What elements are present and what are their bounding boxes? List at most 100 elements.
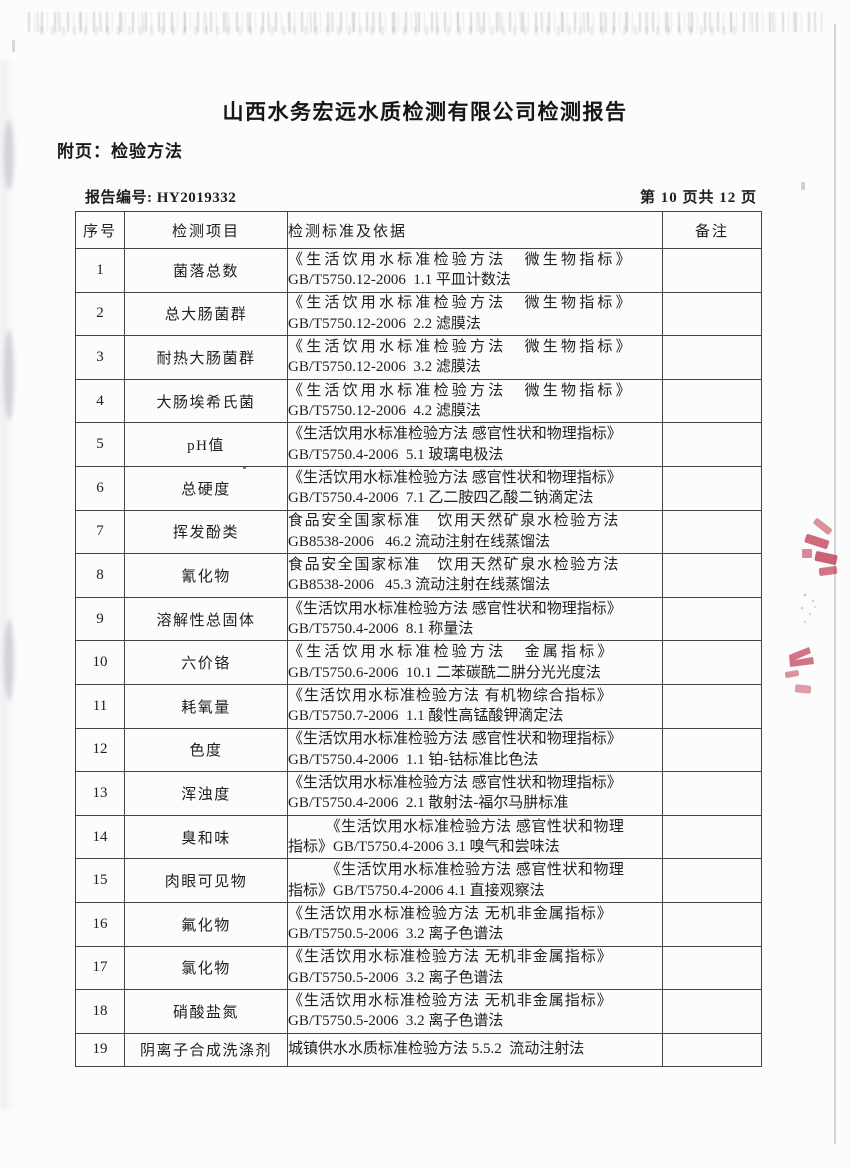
standard-line-1: 《生活饮用水标准检验方法 微生物指标》 (288, 338, 634, 355)
standard-cell: 《生活饮用水标准检验方法 感官性状和物理 指标》GB/T5750.4-2006 … (287, 858, 663, 903)
left-edge-blob (4, 620, 14, 700)
remark-cell (662, 465, 762, 511)
row-number-cell: 2 (75, 291, 125, 337)
table-row: 4 大肠埃希氏菌 《生活饮用水标准检验方法 微生物指标》 GB/T5750.12… (75, 378, 762, 424)
test-item-cell: 色度 (124, 727, 288, 773)
standard-cell: 食品安全国家标准 饮用天然矿泉水检验方法 GB8538-2006 45.3 流动… (287, 553, 663, 598)
table-row: 17 氯化物 《生活饮用水标准检验方法 无机非金属指标》 GB/T5750.5-… (75, 945, 762, 991)
test-item-cell: 溶解性总固体 (124, 596, 288, 642)
standard-line-1: 城镇供水水质标准检验方法 5.5.2 流动注射法 (288, 1041, 585, 1058)
remark-cell (662, 378, 762, 424)
standard-cell: 城镇供水水质标准检验方法 5.5.2 流动注射法 (287, 1032, 663, 1067)
standard-line-2: GB/T5750.4-2006 8.1 称量法 (288, 621, 474, 638)
table-row: 12 色度 《生活饮用水标准检验方法 感官性状和物理指标》 GB/T5750.4… (75, 727, 762, 773)
standard-line-2: GB/T5750.5-2006 3.2 离子色谱法 (288, 969, 504, 986)
row-number-cell: 10 (75, 640, 125, 685)
test-item-cell: 浑浊度 (124, 771, 288, 816)
row-number-cell: 3 (75, 335, 125, 380)
remark-cell (662, 683, 762, 729)
remark-cell (662, 989, 762, 1034)
standard-cell: 《生活饮用水标准检验方法 感官性状和物理 指标》GB/T5750.4-2006 … (287, 814, 663, 860)
test-item-cell: pH值 (124, 422, 288, 467)
scan-speck (12, 40, 15, 52)
table-row: 19 阴离子合成洗涤剂 城镇供水水质标准检验方法 5.5.2 流动注射法 (75, 1032, 762, 1067)
remark-cell (662, 248, 762, 293)
table-row: 15 肉眼可见物 《生活饮用水标准检验方法 感官性状和物理 指标》GB/T575… (75, 858, 762, 903)
table-row: 1 菌落总数 《生活饮用水标准检验方法 微生物指标》 GB/T5750.12-2… (75, 248, 762, 293)
standard-cell: 《生活饮用水标准检验方法 微生物指标》 GB/T5750.12-2006 3.2… (287, 335, 663, 380)
remark-cell (662, 553, 762, 598)
standard-cell: 《生活饮用水标准检验方法 感官性状和物理指标》 GB/T5750.4-2006 … (287, 727, 663, 773)
standard-line-2: GB/T5750.5-2006 3.2 离子色谱法 (288, 1013, 504, 1030)
standard-line-1: 《生活饮用水标准检验方法 微生物指标》 (288, 382, 634, 399)
table-header-row: 序号 检测项目 检测标准及依据 备注 (75, 211, 762, 249)
table-body: 1 菌落总数 《生活饮用水标准检验方法 微生物指标》 GB/T5750.12-2… (75, 248, 762, 1067)
row-number-cell: 16 (75, 901, 125, 947)
page-indicator: 第 10 页共 12 页 (639, 190, 757, 206)
test-item-cell: 氟化物 (124, 901, 288, 947)
test-item-cell: 阴离子合成洗涤剂 (124, 1032, 288, 1067)
remark-cell (662, 858, 762, 903)
standard-line-2: GB/T5750.5-2006 3.2 离子色谱法 (288, 926, 504, 943)
header-seq-no: 序号 (75, 211, 125, 249)
remark-cell (662, 901, 762, 947)
row-number-cell: 19 (75, 1032, 125, 1067)
standard-cell: 《生活饮用水标准检验方法 感官性状和物理指标》 GB/T5750.4-2006 … (287, 596, 663, 642)
row-number-cell: 4 (75, 378, 125, 424)
table-row: 8 氰化物 食品安全国家标准 饮用天然矿泉水检验方法 GB8538-2006 4… (75, 553, 762, 598)
table-row: 3 耐热大肠菌群 《生活饮用水标准检验方法 微生物指标》 GB/T5750.12… (75, 335, 762, 380)
table-row: 11 耗氧量 《生活饮用水标准检验方法 有机物综合指标》 GB/T5750.7-… (75, 683, 762, 729)
remark-cell (662, 814, 762, 860)
table-row: 2 总大肠菌群 《生活饮用水标准检验方法 微生物指标》 GB/T5750.12-… (75, 291, 762, 337)
test-item-cell: 硝酸盐氮 (124, 989, 288, 1034)
red-seal-fragment (784, 518, 838, 694)
row-number-cell: 9 (75, 596, 125, 642)
standard-line-1: 《生活饮用水标准检验方法 感官性状和物理指标》 (288, 426, 622, 443)
table-row: 14 臭和味 《生活饮用水标准检验方法 感官性状和物理 指标》GB/T5750.… (75, 814, 762, 860)
standard-line-1: 《生活饮用水标准检验方法 微生物指标》 (288, 295, 634, 312)
table-row: 9 溶解性总固体 《生活饮用水标准检验方法 感官性状和物理指标》 GB/T575… (75, 596, 762, 642)
standard-line-2: 指标》GB/T5750.4-2006 3.1 嗅气和尝味法 (288, 839, 560, 856)
test-item-cell: 氰化物 (124, 553, 288, 598)
header-standard: 检测标准及依据 (287, 211, 663, 249)
standard-line-1: 《生活饮用水标准检验方法 无机非金属指标》 (288, 992, 613, 1009)
standard-line-2: GB/T5750.6-2006 10.1 二苯碳酰二肼分光光度法 (288, 664, 601, 681)
remark-cell (662, 291, 762, 337)
report-title: 山西水务宏远水质检测有限公司检测报告 (222, 100, 628, 124)
scanner-noise-band (28, 12, 822, 32)
report-number-label: 报告编号: (85, 190, 153, 206)
remark-cell (662, 945, 762, 991)
row-number-cell: 14 (75, 814, 125, 860)
table-row: 13 浑浊度 《生活饮用水标准检验方法 感官性状和物理指标》 GB/T5750.… (75, 771, 762, 816)
standard-cell: 《生活饮用水标准检验方法 微生物指标》 GB/T5750.12-2006 1.1… (287, 248, 663, 293)
table-row: 6 总硬度 《生活饮用水标准检验方法 感官性状和物理指标》 GB/T5750.4… (75, 465, 762, 511)
test-item-cell: 菌落总数 (124, 248, 288, 293)
standard-cell: 《生活饮用水标准检验方法 感官性状和物理指标》 GB/T5750.4-2006 … (287, 771, 663, 816)
standard-cell: 食品安全国家标准 饮用天然矿泉水检验方法 GB8538-2006 46.2 流动… (287, 509, 663, 555)
test-item-cell: 总硬度 (124, 465, 288, 511)
standard-line-2: 指标》GB/T5750.4-2006 4.1 直接观察法 (288, 882, 545, 899)
remark-cell (662, 640, 762, 685)
standard-line-1: 食品安全国家标准 饮用天然矿泉水检验方法 (288, 556, 621, 573)
standard-line-2: GB8538-2006 46.2 流动注射在线蒸馏法 (288, 533, 551, 550)
standard-cell: 《生活饮用水标准检验方法 微生物指标》 GB/T5750.12-2006 2.2… (287, 291, 663, 337)
standard-cell: 《生活饮用水标准检验方法 无机非金属指标》 GB/T5750.5-2006 3.… (287, 945, 663, 991)
standard-line-1: 《生活饮用水标准检验方法 感官性状和物理 (325, 818, 625, 835)
standard-line-1: 《生活饮用水标准检验方法 感官性状和物理指标》 (288, 469, 622, 486)
standard-line-1: 《生活饮用水标准检验方法 无机非金属指标》 (288, 949, 613, 966)
remark-cell (662, 422, 762, 467)
test-item-cell: 大肠埃希氏菌 (124, 378, 288, 424)
scanner-noise-band-secondary (40, 26, 740, 35)
table-row: 10 六价铬 《生活饮用水标准检验方法 金属指标》 GB/T5750.6-200… (75, 640, 762, 685)
standard-line-1: 《生活饮用水标准检验方法 微生物指标》 (288, 251, 634, 268)
standard-cell: 《生活饮用水标准检验方法 有机物综合指标》 GB/T5750.7-2006 1.… (287, 683, 663, 729)
meta-row: 报告编号: HY2019332 第 10 页共 12 页 (85, 186, 757, 207)
row-number-cell: 7 (75, 509, 125, 555)
table-row: 18 硝酸盐氮 《生活饮用水标准检验方法 无机非金属指标》 GB/T5750.5… (75, 989, 762, 1034)
test-item-cell: 六价铬 (124, 640, 288, 685)
standard-line-1: 《生活饮用水标准检验方法 有机物综合指标》 (288, 687, 613, 704)
standard-line-2: GB/T5750.4-2006 7.1 乙二胺四乙酸二钠滴定法 (288, 490, 594, 507)
header-remark: 备注 (662, 211, 762, 249)
standard-line-1: 《生活饮用水标准检验方法 金属指标》 (288, 644, 616, 661)
header-test-item: 检测项目 (124, 211, 288, 249)
